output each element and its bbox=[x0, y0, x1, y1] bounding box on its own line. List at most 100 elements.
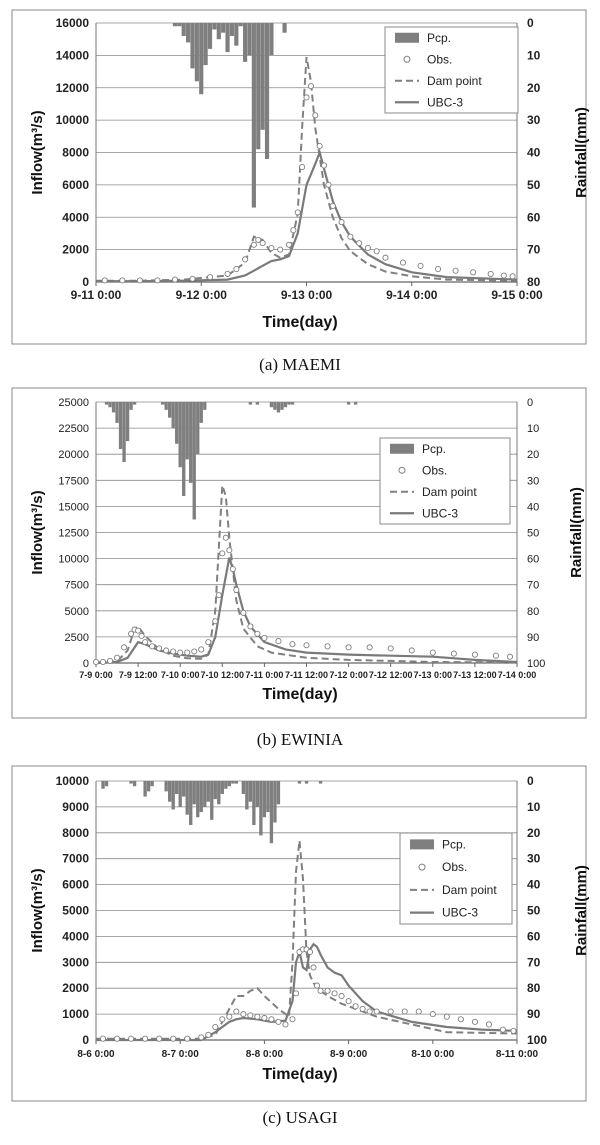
rainfall-bar bbox=[212, 23, 217, 30]
panel-caption: (b) EWINIA bbox=[257, 730, 344, 749]
observed-point bbox=[222, 534, 229, 541]
rainfall-bar bbox=[248, 402, 253, 405]
observed-point bbox=[106, 657, 114, 664]
rainfall-bar bbox=[262, 781, 267, 818]
y2-tick-label: 20 bbox=[527, 81, 541, 95]
legend-label: Pcp. bbox=[422, 442, 446, 456]
rainfall-bar bbox=[273, 402, 277, 410]
observed-point bbox=[299, 164, 306, 171]
rainfall-bar bbox=[269, 402, 274, 408]
rainfall-bar bbox=[266, 781, 270, 813]
rainfall-bar bbox=[304, 781, 309, 784]
chart-3: 0100020003000400050006000700080009000100… bbox=[11, 765, 590, 1102]
observed-point bbox=[233, 586, 240, 593]
legend-label: Dam point bbox=[442, 883, 497, 897]
observed-point bbox=[136, 277, 143, 284]
rainfall-bar bbox=[199, 23, 204, 95]
x-axis-title: Time(day) bbox=[262, 1066, 337, 1083]
y2-tick-label: 30 bbox=[527, 852, 541, 866]
rainfall-bar bbox=[168, 781, 172, 802]
y2-tick-label: 0 bbox=[527, 397, 533, 409]
observed-point bbox=[128, 1035, 135, 1042]
rainfall-bar bbox=[160, 402, 165, 405]
rainfall-bar bbox=[146, 781, 151, 792]
y-tick-label: 17500 bbox=[58, 475, 89, 487]
observed-point bbox=[329, 202, 336, 209]
y-tick-label: 25000 bbox=[58, 397, 89, 409]
y-tick-label: 15000 bbox=[58, 501, 89, 513]
observed-point bbox=[289, 641, 296, 648]
observed-point bbox=[282, 1021, 289, 1028]
y-tick-label: 16000 bbox=[56, 16, 90, 30]
observed-point bbox=[212, 618, 219, 625]
observed-point bbox=[205, 1031, 212, 1038]
rainfall-bar bbox=[227, 781, 231, 787]
y2-tick-label: 60 bbox=[527, 929, 541, 943]
observed-point bbox=[240, 1011, 247, 1018]
observed-point bbox=[356, 240, 363, 247]
rainfall-bar bbox=[104, 781, 109, 787]
observed-point bbox=[254, 1013, 261, 1020]
observed-point bbox=[156, 1035, 163, 1042]
rainfall-bar bbox=[171, 402, 175, 429]
rainfall-bar bbox=[190, 23, 195, 69]
rainfall-bar bbox=[125, 402, 130, 442]
rainfall-bar bbox=[175, 402, 179, 444]
observed-point bbox=[452, 267, 459, 274]
y2-axis-title: Rainfall(mm) bbox=[568, 487, 585, 578]
observed-point bbox=[247, 623, 254, 630]
observed-point bbox=[324, 643, 331, 650]
observed-point bbox=[471, 651, 478, 658]
y-tick-label: 0 bbox=[83, 658, 89, 670]
observed-point bbox=[387, 645, 394, 652]
rainfall-bar bbox=[182, 781, 186, 797]
y2-tick-label: 40 bbox=[527, 501, 539, 513]
x-tick-label: 8-6 0:00 bbox=[77, 1049, 115, 1060]
legend-label: Obs. bbox=[442, 860, 467, 874]
rainfall-bar bbox=[231, 781, 235, 784]
rainfall-bar bbox=[207, 23, 213, 49]
observed-point bbox=[135, 627, 142, 634]
rainfall-bar bbox=[229, 23, 235, 36]
observed-point bbox=[510, 1027, 517, 1034]
chart-frame bbox=[11, 387, 587, 719]
rainfall-bar bbox=[260, 23, 265, 130]
y-tick-label: 2000 bbox=[62, 981, 89, 995]
observed-point bbox=[373, 1008, 380, 1015]
observed-point bbox=[499, 1026, 507, 1033]
x-axis-title: Time(day) bbox=[262, 314, 337, 331]
observed-point bbox=[292, 990, 300, 997]
rainfall-bar bbox=[104, 402, 109, 405]
y-tick-label: 22500 bbox=[58, 423, 89, 435]
observed-point bbox=[500, 272, 507, 279]
rainfall-bar bbox=[196, 402, 200, 455]
observed-point bbox=[121, 644, 128, 651]
rainfall-bar bbox=[115, 402, 119, 423]
legend: Pcp. Obs. Dam point UBC-3 bbox=[379, 437, 511, 525]
x-tick-label: 7-12 0:00 bbox=[329, 670, 368, 680]
observed-point bbox=[170, 648, 177, 655]
rainfall-bar bbox=[210, 781, 214, 820]
observed-point bbox=[189, 275, 196, 282]
observed-point bbox=[138, 632, 145, 639]
chart-2: 0 2500 5000 7500 10000 12500 15000 17500 20000 22… bbox=[11, 387, 587, 719]
observed-point bbox=[338, 219, 345, 226]
observed-point bbox=[250, 241, 257, 248]
y2-axis-title: Rainfall(mm) bbox=[573, 865, 590, 956]
observed-point bbox=[366, 1008, 373, 1015]
x-tick-label: 7-13 12:00 bbox=[453, 670, 497, 680]
observed-point bbox=[303, 94, 310, 101]
x-tick-label: 7-13 0:00 bbox=[414, 670, 453, 680]
x-tick-label: 7-10 0:00 bbox=[161, 670, 200, 680]
legend-label: Obs. bbox=[427, 52, 452, 66]
observed-point bbox=[450, 650, 457, 657]
panel-caption: (c) USAGI bbox=[262, 1108, 337, 1127]
rainfall-bar bbox=[177, 23, 182, 27]
observed-point bbox=[401, 1008, 408, 1015]
y2-tick-label: 100 bbox=[527, 658, 545, 670]
rainfall-bar bbox=[199, 781, 203, 813]
observed-point bbox=[233, 265, 240, 273]
y-tick-label: 7000 bbox=[62, 852, 89, 866]
observed-point bbox=[119, 277, 126, 284]
observed-point bbox=[399, 259, 407, 266]
